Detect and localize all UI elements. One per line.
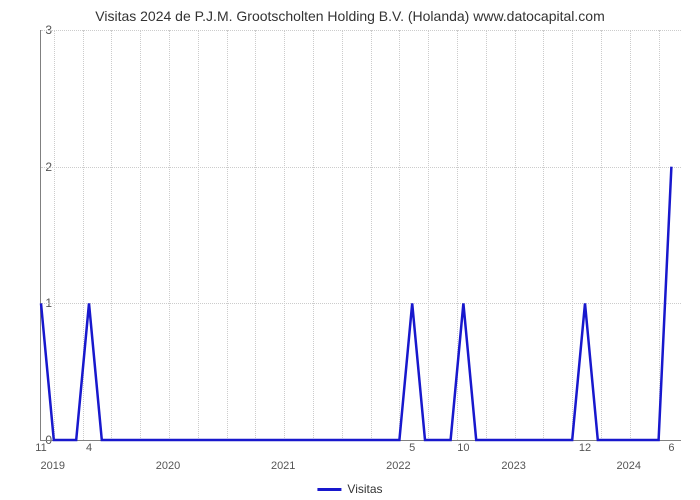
x-tick-year: 2023 xyxy=(501,460,525,472)
data-point-label: 11 xyxy=(35,442,46,454)
chart-container: Visitas 2024 de P.J.M. Grootscholten Hol… xyxy=(0,0,700,500)
x-tick-year: 2020 xyxy=(156,460,180,472)
x-tick-year: 2024 xyxy=(617,460,641,472)
x-tick-year: 2022 xyxy=(386,460,410,472)
data-point-label: 4 xyxy=(86,442,92,454)
data-point-label: 10 xyxy=(457,442,469,454)
chart-title: Visitas 2024 de P.J.M. Grootscholten Hol… xyxy=(0,0,700,24)
data-point-label: 6 xyxy=(668,442,674,454)
legend: Visitas xyxy=(317,482,382,496)
data-point-label: 12 xyxy=(579,442,591,454)
legend-label: Visitas xyxy=(347,482,382,496)
x-tick-year: 2019 xyxy=(41,460,65,472)
x-tick-year: 2021 xyxy=(271,460,295,472)
plot-area: 114510126 xyxy=(40,30,681,441)
line-series xyxy=(41,30,681,440)
data-point-label: 5 xyxy=(409,442,415,454)
legend-swatch xyxy=(317,488,341,491)
